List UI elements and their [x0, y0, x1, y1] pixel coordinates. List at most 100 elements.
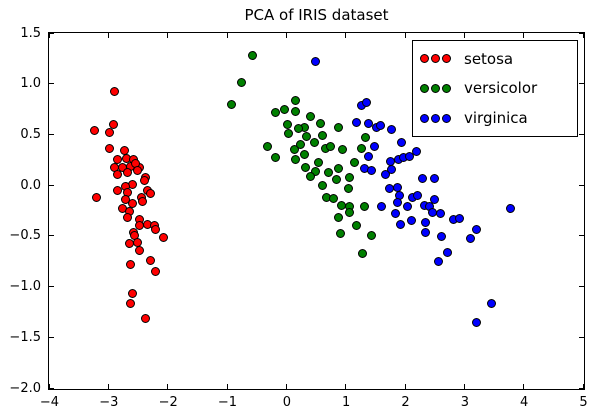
- x-tick-label: 5: [579, 395, 588, 410]
- data-point-setosa: [110, 86, 120, 96]
- data-point-virginica: [405, 151, 415, 161]
- legend-markers: [420, 54, 451, 64]
- legend-marker-icon: [442, 113, 451, 123]
- x-tick: [48, 33, 50, 38]
- data-point-virginica: [505, 204, 515, 214]
- x-tick: [404, 384, 406, 389]
- data-point-virginica: [402, 202, 412, 212]
- y-tick-label: −0.5: [9, 228, 41, 244]
- y-tick: [49, 235, 54, 237]
- x-tick: [463, 384, 465, 389]
- x-tick: [582, 384, 584, 389]
- x-tick-label: 3: [460, 395, 469, 410]
- data-point-setosa: [126, 298, 136, 308]
- data-point-virginica: [311, 57, 320, 67]
- data-point-virginica: [472, 318, 482, 328]
- data-point-virginica: [454, 213, 464, 223]
- y-tick-label: −2.0: [9, 380, 41, 396]
- legend-marker-icon: [442, 54, 451, 64]
- legend-marker-icon: [431, 83, 440, 93]
- data-point-versicolor: [291, 95, 301, 105]
- y-tick-label: −1.0: [9, 279, 41, 295]
- data-point-versicolor: [262, 141, 272, 151]
- data-point-virginica: [386, 164, 396, 174]
- data-point-virginica: [393, 198, 403, 208]
- data-point-versicolor: [289, 144, 299, 154]
- data-point-versicolor: [317, 181, 327, 191]
- data-point-versicolor: [329, 194, 339, 204]
- y-tick: [49, 184, 54, 186]
- data-point-versicolor: [284, 129, 294, 139]
- data-point-versicolor: [271, 108, 281, 118]
- x-tick: [463, 33, 465, 38]
- data-point-versicolor: [334, 163, 344, 173]
- data-point-virginica: [434, 257, 444, 267]
- data-point-versicolor: [345, 173, 355, 183]
- legend-marker-icon: [431, 113, 440, 123]
- data-point-versicolor: [300, 162, 310, 172]
- x-tick: [285, 33, 287, 38]
- data-point-versicolor: [309, 137, 319, 147]
- data-point-versicolor: [366, 230, 376, 240]
- data-point-virginica: [391, 208, 401, 218]
- y-tick: [579, 286, 584, 288]
- legend-marker-icon: [442, 83, 451, 93]
- data-point-versicolor: [248, 51, 258, 61]
- data-point-virginica: [487, 298, 497, 308]
- data-point-versicolor: [360, 202, 370, 212]
- data-point-virginica: [363, 151, 373, 161]
- data-point-versicolor: [236, 77, 246, 87]
- data-point-virginica: [386, 125, 396, 135]
- data-point-virginica: [412, 146, 422, 156]
- data-point-virginica: [362, 97, 372, 107]
- x-tick: [167, 384, 169, 389]
- data-point-versicolor: [306, 172, 316, 182]
- data-point-versicolor: [351, 220, 361, 230]
- data-point-versicolor: [299, 149, 309, 159]
- data-point-setosa: [108, 120, 118, 130]
- x-tick: [345, 33, 347, 38]
- x-tick: [167, 33, 169, 38]
- y-tick: [579, 184, 584, 186]
- data-point-versicolor: [313, 157, 323, 167]
- data-point-setosa: [105, 128, 115, 138]
- data-point-versicolor: [296, 139, 306, 149]
- data-point-virginica: [397, 137, 407, 147]
- data-point-versicolor: [324, 167, 334, 177]
- x-tick: [107, 33, 109, 38]
- data-point-virginica: [436, 208, 446, 218]
- x-tick-label: −3: [99, 395, 119, 410]
- data-point-versicolor: [358, 249, 368, 259]
- y-tick-label: −1.5: [9, 329, 41, 345]
- legend-entry-versicolor: versicolor: [413, 79, 577, 97]
- x-tick-label: 0: [282, 395, 291, 410]
- y-tick: [579, 133, 584, 135]
- y-tick: [579, 83, 584, 85]
- data-point-setosa: [141, 314, 151, 324]
- y-tick: [579, 32, 584, 34]
- data-point-setosa: [113, 186, 123, 196]
- legend-markers: [420, 113, 451, 123]
- data-point-virginica: [376, 121, 386, 131]
- data-point-setosa: [105, 143, 115, 153]
- legend-entry-label: virginica: [464, 109, 528, 128]
- data-point-virginica: [429, 195, 439, 205]
- data-point-virginica: [472, 224, 482, 234]
- y-tick-label: 1.5: [20, 25, 41, 41]
- data-point-setosa: [159, 232, 169, 242]
- data-point-setosa: [146, 189, 156, 199]
- data-point-virginica: [406, 215, 416, 225]
- y-tick-label: 0.5: [20, 126, 41, 142]
- data-point-setosa: [126, 260, 136, 270]
- chart-title: PCA of IRIS dataset: [244, 6, 389, 24]
- data-point-versicolor: [325, 141, 335, 151]
- legend-marker-icon: [420, 54, 429, 64]
- data-point-setosa: [139, 176, 149, 186]
- legend: setosa versicolor virginica: [412, 40, 578, 137]
- x-tick-label: 4: [520, 395, 529, 410]
- data-point-virginica: [421, 227, 431, 237]
- y-tick: [579, 336, 584, 338]
- x-tick: [48, 384, 50, 389]
- data-point-versicolor: [306, 112, 316, 122]
